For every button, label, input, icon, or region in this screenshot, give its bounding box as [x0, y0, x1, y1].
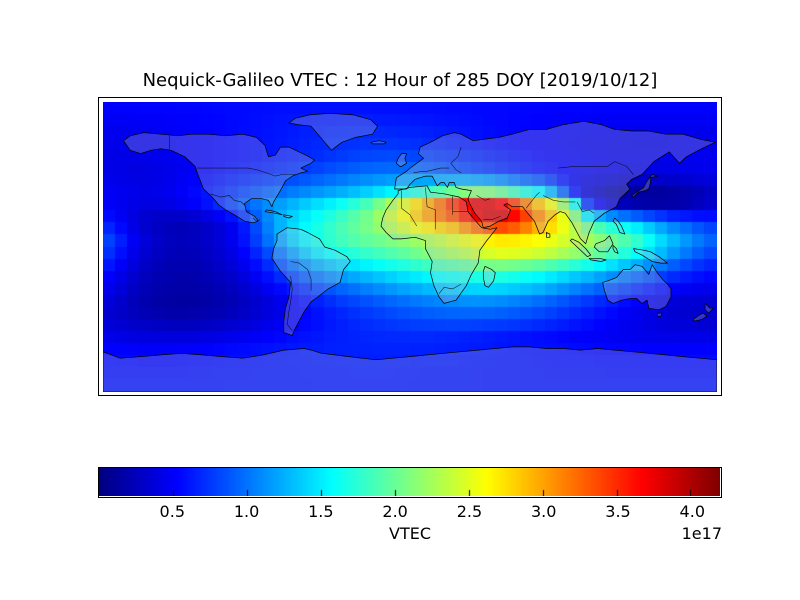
coastline-cuba [264, 209, 283, 216]
border-saudi-yemen [483, 216, 501, 220]
coastline-java [588, 257, 607, 262]
coastline-sumatra [569, 238, 592, 258]
coastline-sulawesi [612, 245, 619, 254]
coastline-antarctica [103, 346, 717, 392]
colorbar-tick-label: 2.0 [382, 502, 408, 521]
border-chile-argentina [286, 275, 293, 331]
border-algeria-libya [425, 187, 436, 211]
colorbar-axis-label: VTEC [389, 524, 431, 543]
colorbar-offset-label: 1e17 [681, 524, 722, 543]
border-south-africa [438, 283, 462, 294]
coastline-new-guinea [633, 248, 668, 264]
coastline-japan [631, 174, 658, 198]
border-europe-central [413, 167, 450, 174]
colorbar-tick-label: 3.0 [530, 502, 557, 521]
coastline-hispaniola [283, 214, 293, 219]
coastline-north-america [123, 132, 315, 224]
colorbar [98, 467, 722, 498]
border-us-canada [196, 167, 296, 177]
border-west-africa [401, 190, 418, 227]
border-russia-europe [450, 147, 462, 174]
border-russia-china [558, 161, 634, 175]
colorbar-tick-label: 0.5 [159, 502, 186, 521]
border-mexico-guatemala [252, 217, 261, 222]
border-myanmar-china [576, 201, 595, 214]
colorbar-tick-label: 4.0 [679, 502, 706, 521]
coastline-philippines [612, 217, 626, 235]
coastline-sri-lanka [546, 232, 551, 238]
border-india-china [542, 195, 576, 203]
colorbar-tick-label: 2.5 [456, 502, 483, 521]
coastline-tasmania [656, 312, 663, 317]
colorbar-tick-labels: 0.5 1.0 1.5 2.0 2.5 3.0 3.5 4.0 [0, 502, 800, 522]
coastline-eurasia [394, 120, 716, 245]
coastline-new-zealand-south [692, 312, 708, 322]
coastline-madagascar [482, 265, 496, 288]
colorbar-tick-label: 1.0 [233, 502, 260, 521]
border-india-pakistan [525, 191, 540, 209]
chart-title: Nequick-Galileo VTEC : 12 Hour of 285 DO… [142, 70, 658, 91]
coastline-greenland [288, 112, 378, 151]
colorbar-gradient-canvas [99, 468, 720, 496]
coastline-iceland [370, 140, 387, 145]
border-brazil-west [290, 261, 312, 291]
border-saudi-north [476, 195, 491, 201]
coastline-australia [602, 264, 672, 311]
coastline-new-zealand-north [704, 303, 714, 314]
colorbar-tick-label: 3.5 [605, 502, 631, 521]
coastline-borneo [593, 235, 614, 253]
border-us-mexico [210, 193, 245, 206]
colorbar-tick-label: 1.5 [308, 502, 334, 521]
coastline-united-kingdom [396, 153, 407, 167]
coastlines-overlay [103, 112, 717, 392]
